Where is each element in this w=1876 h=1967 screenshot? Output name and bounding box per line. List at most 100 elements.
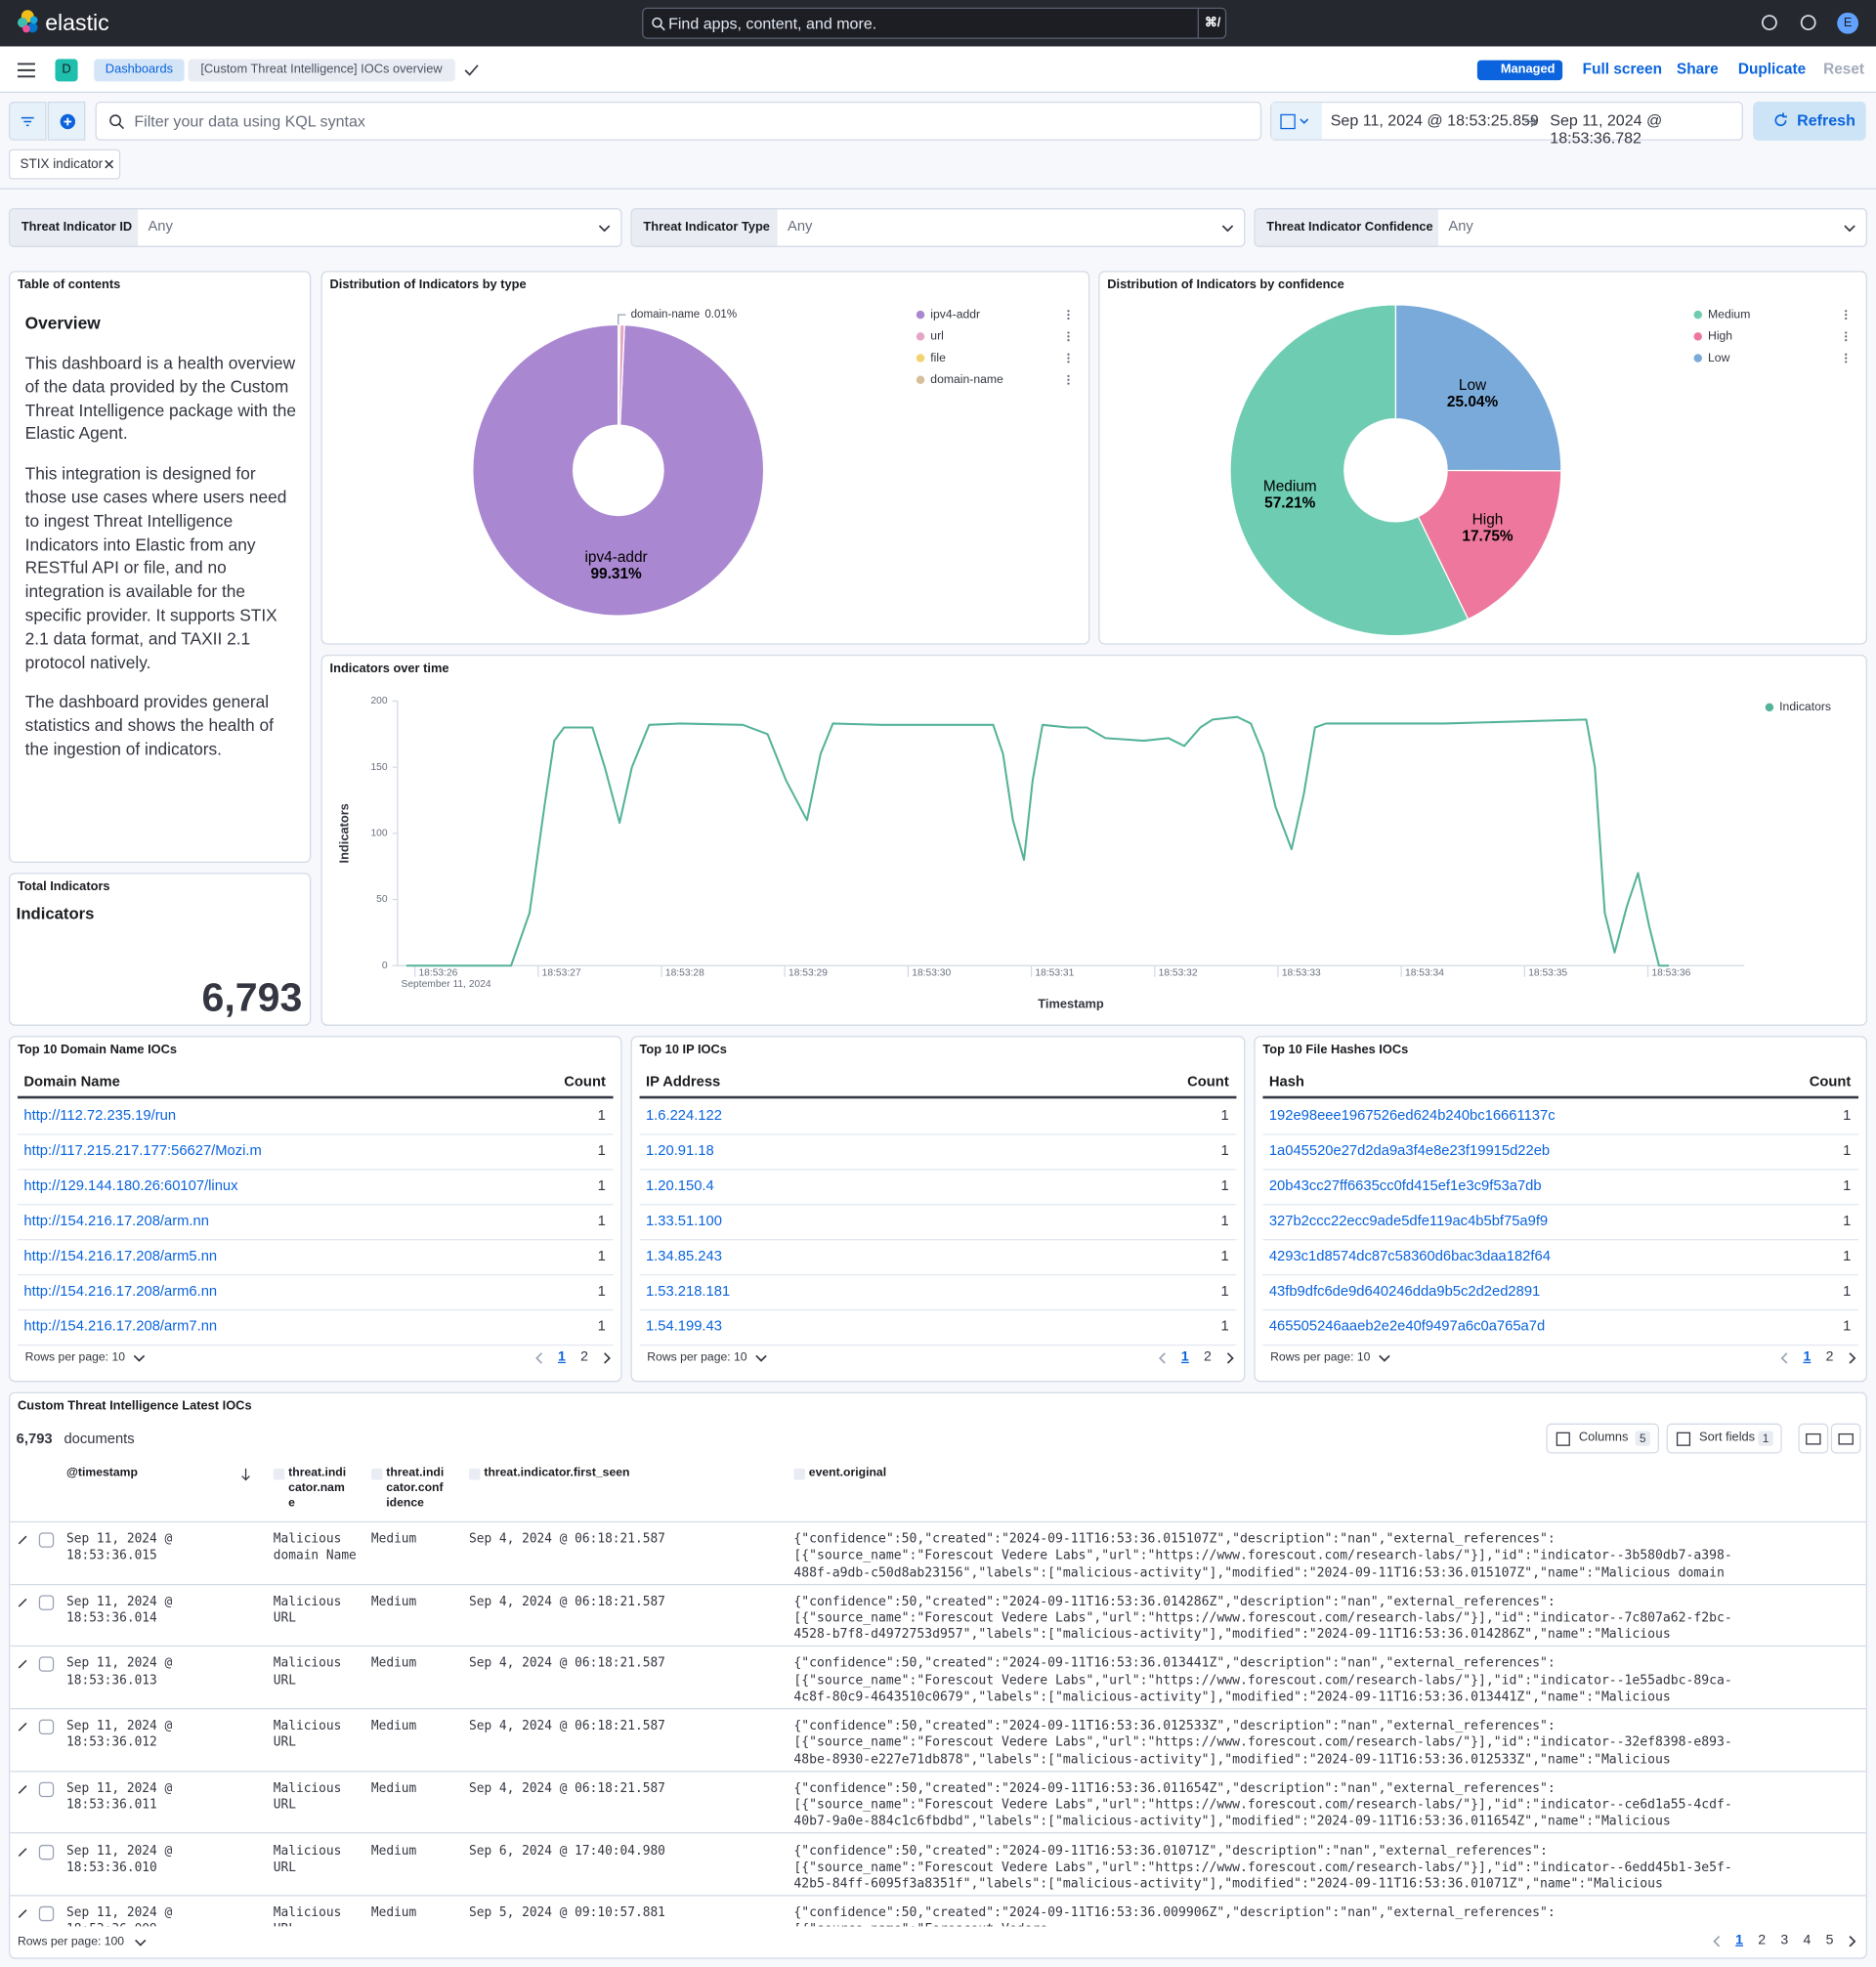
cell-link[interactable]: 1.34.85.243 (646, 1249, 1155, 1263)
cell-link[interactable]: http://154.216.17.208/arm7.nn (23, 1319, 532, 1334)
cell-link[interactable]: 1.6.224.122 (646, 1109, 1155, 1124)
page-number[interactable]: 1 (1798, 1349, 1815, 1364)
page-number[interactable]: 1 (1730, 1933, 1748, 1947)
cell-link[interactable]: 465505246aaeb2e2e40f9497a6c0a765a7d (1269, 1319, 1777, 1334)
chevron-icon (1156, 1352, 1169, 1365)
control[interactable]: Threat Indicator TypeAny (631, 208, 1246, 247)
row-checkbox[interactable] (39, 1906, 54, 1921)
page-number[interactable]: 2 (1199, 1349, 1216, 1364)
cell-link[interactable]: 1.20.91.18 (646, 1143, 1155, 1158)
page-number[interactable]: 3 (1775, 1933, 1793, 1947)
user-avatar[interactable]: E (1837, 13, 1858, 34)
query-input[interactable]: Filter your data using KQL syntax (96, 102, 1262, 141)
breadcrumb[interactable]: Dashboards (94, 59, 184, 81)
refresh-button[interactable]: Refresh (1753, 102, 1866, 141)
page-number[interactable]: 2 (1821, 1349, 1839, 1364)
top-header: elasticFind apps, content, and more.⌘/E (0, 0, 1876, 46)
row-checkbox[interactable] (39, 1595, 54, 1609)
chevron (1850, 1937, 1855, 1946)
filter-pill[interactable]: STIX indicator (9, 150, 120, 180)
time-end[interactable]: Sep 11, 2024 @ 18:53:36.782 (1550, 111, 1741, 147)
expand (19, 1785, 26, 1793)
global-search[interactable]: Find apps, content, and more.⌘/ (642, 8, 1226, 39)
cell-link[interactable]: http://117.215.217.177:56627/Mozi.m (23, 1143, 532, 1158)
rows-per-page[interactable]: Rows per page: 10 (647, 1350, 746, 1364)
x-tick-label: 18:53:29 (789, 968, 828, 979)
row-checkbox[interactable] (39, 1720, 54, 1734)
space-avatar[interactable]: D (55, 59, 77, 81)
nav-action[interactable]: Full screen (1583, 61, 1662, 78)
cell-link[interactable]: http://112.72.235.19/run (23, 1109, 532, 1124)
cell-link[interactable]: 4293c1d8574dc87c58360d6bac3daa182f64 (1269, 1249, 1777, 1263)
nav-action[interactable]: Duplicate (1738, 61, 1806, 78)
icon (1556, 1432, 1569, 1445)
legend-label: Medium (1708, 307, 1750, 321)
column-header: Domain Name (23, 1075, 119, 1090)
cell-link[interactable]: http://129.144.180.26:60107/linux (23, 1178, 532, 1193)
cell-count: 1 (1766, 1178, 1851, 1193)
chevron (599, 226, 609, 231)
row-checkbox[interactable] (39, 1532, 54, 1547)
chevron-icon (1378, 1352, 1390, 1365)
toolbar-button[interactable]: Columns5 (1546, 1424, 1659, 1454)
cell-link[interactable]: http://154.216.17.208/arm5.nn (23, 1249, 532, 1263)
cell-link[interactable]: 1.53.218.181 (646, 1284, 1155, 1299)
date-quick-button[interactable] (1271, 103, 1321, 139)
cell-link[interactable]: 1.33.51.100 (646, 1214, 1155, 1228)
rows-per-page[interactable]: Rows per page: 100 (18, 1935, 124, 1948)
toolbar-icon-button[interactable] (1831, 1424, 1861, 1454)
panel-title: Table of contents (18, 278, 120, 292)
filter-button[interactable] (9, 102, 47, 141)
nav-action[interactable]: Share (1677, 61, 1719, 78)
legend-menu-dot (1067, 331, 1069, 333)
cell-count: 1 (1143, 1178, 1228, 1193)
cell-link[interactable]: 327b2ccc22ecc9ade5dfe119ac4b5bf75a9f9 (1269, 1214, 1777, 1228)
cell-link[interactable]: 1.20.150.4 (646, 1178, 1155, 1193)
toolbar-icon-button[interactable] (1798, 1424, 1828, 1454)
row-checkbox[interactable] (39, 1844, 54, 1859)
caret (1300, 119, 1308, 123)
control[interactable]: Threat Indicator ConfidenceAny (1254, 208, 1867, 247)
field-type-icon (793, 1469, 805, 1480)
chevron (1845, 226, 1855, 231)
time-start[interactable]: Sep 11, 2024 @ 18:53:25.859 (1331, 111, 1539, 129)
page-number[interactable]: 5 (1821, 1933, 1839, 1947)
chevron (134, 1355, 144, 1360)
cell-link[interactable]: 43fb9dfc6de9d640246dda9b5c2d2ed2891 (1269, 1284, 1777, 1299)
column-header: Count (1068, 1075, 1228, 1090)
grid-cell: Malicious URL (274, 1656, 363, 1689)
expand (19, 1910, 26, 1918)
grid-cell: Malicious URL (274, 1594, 363, 1627)
rows-per-page[interactable]: Rows per page: 10 (25, 1350, 125, 1364)
control[interactable]: Threat Indicator IDAny (9, 208, 622, 247)
y-tick-label: 50 (376, 894, 388, 905)
chart-panel: Distribution of Indicators by confidence… (1098, 271, 1867, 644)
page-number[interactable]: 1 (553, 1349, 571, 1364)
page-number[interactable]: 4 (1798, 1933, 1815, 1947)
cell-link[interactable]: 1a045520e27d2da9a3f4e8e23f19915d22eb (1269, 1143, 1777, 1158)
cell-link[interactable]: 192e98eee1967526ed624b240bc16661137c (1269, 1109, 1777, 1124)
chevron-icon (1846, 1352, 1858, 1365)
rows-per-page[interactable]: Rows per page: 10 (1270, 1350, 1370, 1364)
grid-row: Sep 11, 2024 @ 18:53:36.015Malicious dom… (10, 1522, 1865, 1585)
x-tick-label: 18:53:27 (542, 968, 581, 979)
chevron (1714, 1937, 1719, 1946)
header-rule (640, 1096, 1237, 1099)
cell-count: 1 (521, 1284, 606, 1299)
page-number[interactable]: 2 (576, 1349, 593, 1364)
cell-link[interactable]: http://154.216.17.208/arm6.nn (23, 1284, 532, 1299)
row-checkbox[interactable] (39, 1781, 54, 1796)
slice-value: 99.31% (591, 566, 643, 582)
pie-chart: ipv4-addr99.31%domain-name0.01%ipv4-addr… (322, 273, 1088, 644)
page-number[interactable]: 1 (1176, 1349, 1194, 1364)
cell-link[interactable]: http://154.216.17.208/arm.nn (23, 1214, 532, 1228)
row-divider (1262, 1345, 1858, 1346)
add-filter-button[interactable] (48, 102, 86, 141)
page-number[interactable]: 2 (1753, 1933, 1770, 1947)
row-divider (1262, 1239, 1858, 1240)
nav-action[interactable]: Reset (1823, 61, 1864, 78)
toolbar-button[interactable]: Sort fields1 (1667, 1424, 1782, 1454)
cell-link[interactable]: 1.54.199.43 (646, 1319, 1155, 1334)
cell-link[interactable]: 20b43cc27ff6635cc0fd415ef1e3c9f53a7db (1269, 1178, 1777, 1193)
row-checkbox[interactable] (39, 1657, 54, 1672)
